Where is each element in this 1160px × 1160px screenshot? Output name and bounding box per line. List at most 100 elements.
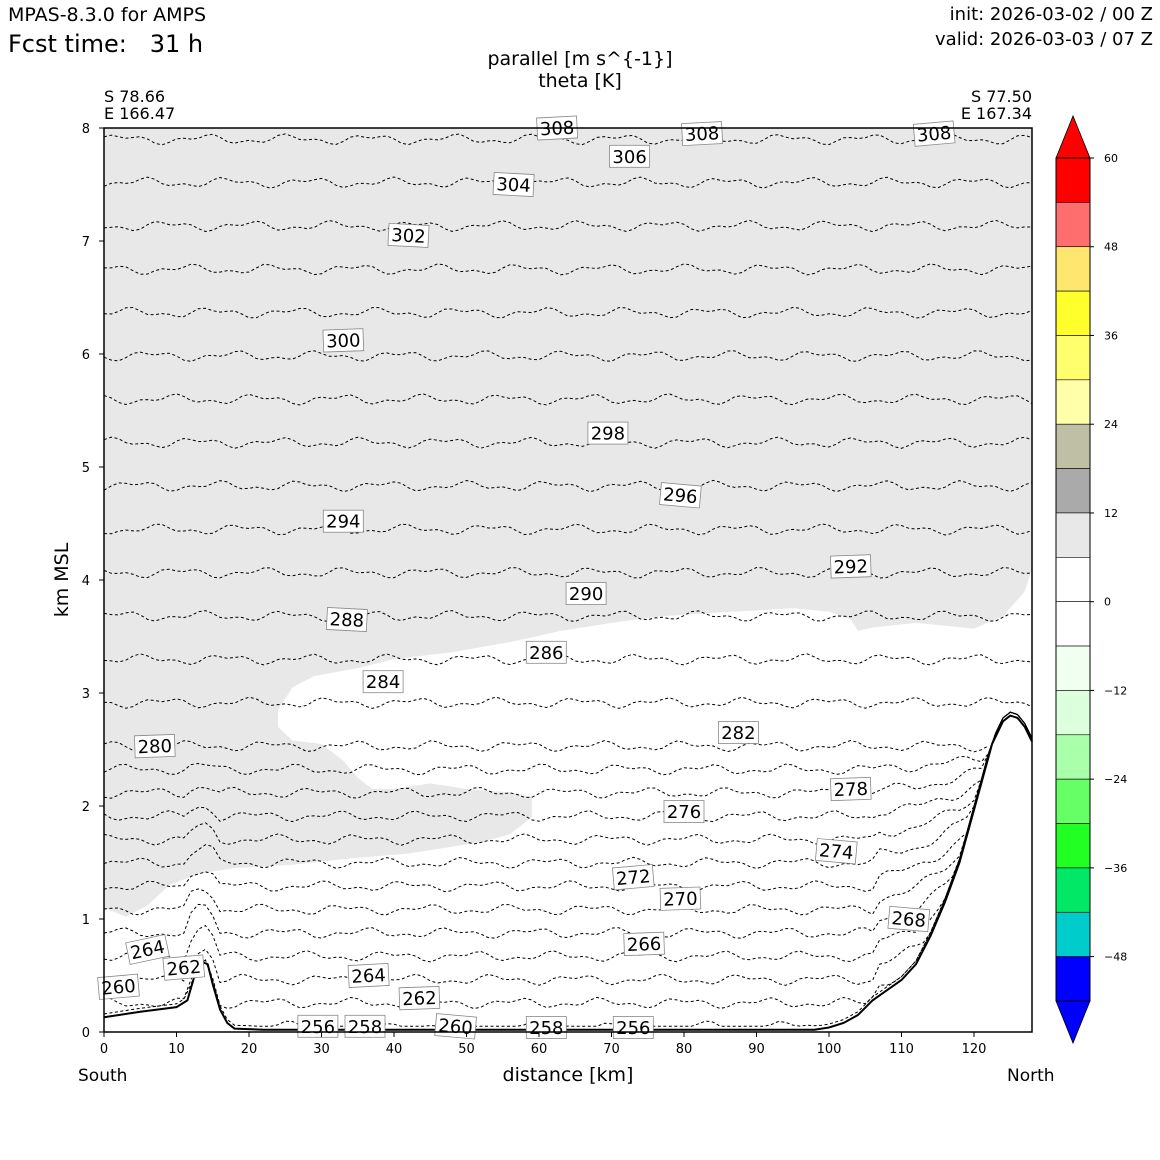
contour-label-text: 300: [326, 330, 361, 352]
theta-contour-286: [103, 610, 1033, 623]
contour-label-256: 256: [612, 1016, 654, 1039]
colorbar-bin: [1055, 823, 1091, 869]
contour-label-text: 256: [616, 1018, 650, 1039]
contour-label-268: 268: [887, 905, 931, 933]
theta-contour-280: [103, 739, 989, 753]
contour-label-280: 280: [134, 733, 176, 759]
contour-label-290: 290: [565, 582, 607, 605]
contour-label-box: [492, 172, 535, 197]
terrain-line: [103, 714, 1033, 1031]
model-title: MPAS-8.3.0 for AMPS: [8, 4, 207, 26]
colorbar-tick-label: 24: [1104, 418, 1118, 431]
y-tick-label: 5: [82, 461, 90, 476]
contour-label-278: 278: [830, 776, 872, 802]
colorbar-bin: [1055, 690, 1091, 736]
contour-label-262: 262: [398, 985, 441, 1011]
colorbar-bin: [1055, 157, 1091, 203]
contour-label-264: 264: [347, 963, 390, 988]
contour-label-294: 294: [322, 509, 364, 533]
contour-label-text: 272: [615, 866, 651, 890]
south-label: South: [78, 1066, 128, 1086]
colorbar-bin: [1055, 867, 1091, 913]
contour-label-274: 274: [814, 838, 858, 865]
contour-label-text: 276: [667, 802, 701, 823]
contour-label-box: [125, 934, 170, 965]
theta-contour-304: [103, 219, 1033, 233]
colorbar-tick-label: −12: [1104, 684, 1127, 697]
contour-label-box: [814, 838, 858, 865]
colorbar-bin: [1055, 645, 1091, 691]
colorbar-tick-label: 60: [1104, 152, 1118, 165]
theta-contour-282: [103, 696, 1033, 709]
contour-label-308: 308: [681, 121, 724, 147]
contour-label-256: 256: [297, 1014, 339, 1038]
colorbar-bin: [1055, 202, 1091, 248]
contour-label-282: 282: [718, 721, 759, 744]
colorbar-bin: [1055, 956, 1091, 1002]
contour-label-text: 308: [684, 123, 719, 146]
contour-label-288: 288: [325, 607, 368, 632]
contour-label-258: 258: [344, 1014, 386, 1038]
contour-label-text: 308: [916, 123, 952, 147]
colorbar-tick-label: 48: [1104, 241, 1118, 254]
axes: 0 10 20 30 40 50 60 70 80 90 100 110 120 0 1 2 3 4 5 6 7 8: [82, 122, 1033, 1057]
theta-contour-290: [103, 523, 1033, 536]
contour-label-text: 302: [391, 225, 426, 248]
colorbar-bin: [1055, 601, 1091, 647]
contour-label-box: [362, 670, 404, 694]
x-tick-label: 60: [531, 1042, 548, 1057]
y-tick-label: 0: [82, 1026, 90, 1041]
forecast-time: Fcst time: 31 h: [8, 30, 204, 58]
x-tick-label: 20: [241, 1042, 258, 1057]
colorbar-bin: [1055, 734, 1091, 780]
contour-label-box: [322, 328, 365, 353]
x-axis-label: distance [km]: [502, 1064, 634, 1086]
colorbar: 60 48 36 24 12 0 −12 −24 −36 −48: [1055, 114, 1127, 1045]
x-tick-label: 50: [458, 1042, 475, 1057]
contour-label-text: 296: [662, 484, 698, 508]
theta-contour-306: [103, 176, 1033, 189]
colorbar-frame: [1055, 157, 1091, 1002]
x-tick-label: 100: [817, 1042, 842, 1057]
left-endpoint-lat: S 78.66: [104, 87, 166, 106]
contour-label-276: 276: [663, 800, 705, 823]
contour-label-text: 290: [569, 584, 603, 605]
colorbar-tick-label: −36: [1104, 862, 1127, 875]
contour-label-box: [912, 120, 956, 147]
contour-label-286: 286: [525, 640, 567, 664]
contour-label-box: [659, 482, 702, 509]
contour-label-box: [663, 800, 705, 823]
theta-contour-292: [103, 479, 1033, 493]
contour-label-266: 266: [623, 931, 665, 957]
colorbar-bin: [1055, 557, 1091, 602]
theta-contour-256: [103, 711, 1033, 1027]
colorbar-bin: [1055, 335, 1091, 381]
contour-label-box: [565, 582, 607, 605]
contour-label-text: 260: [437, 1015, 473, 1039]
theta-contour-284: [103, 653, 1033, 666]
colorbar-bin: [1055, 290, 1091, 336]
y-tick-label: 7: [82, 235, 90, 250]
contour-label-box: [525, 1016, 567, 1039]
colorbar-tick-label: −24: [1104, 773, 1127, 786]
x-tick-label: 90: [748, 1042, 765, 1057]
colorbar-tick-label: 36: [1104, 329, 1118, 342]
contour-label-text: 282: [721, 723, 755, 744]
contour-label-260: 260: [97, 973, 140, 1000]
contour-label-text: 264: [351, 965, 386, 988]
contour-label-text: 262: [402, 988, 437, 1010]
contour-label-box: [97, 973, 140, 1000]
x-tick-label: 0: [100, 1042, 108, 1057]
colorbar-bin: [1055, 512, 1091, 558]
contour-label-box: [623, 931, 665, 957]
contour-label-308: 308: [536, 115, 579, 141]
x-tick-label: 80: [676, 1042, 693, 1057]
x-tick-label: 30: [313, 1042, 330, 1057]
x-tick-label: 40: [386, 1042, 403, 1057]
contour-label-text: 258: [529, 1018, 563, 1039]
contour-label-308: 308: [912, 120, 956, 147]
colorbar-under-triangle: [1055, 1000, 1091, 1045]
contour-label-box: [134, 733, 176, 759]
colorbar-bin: [1055, 379, 1091, 425]
